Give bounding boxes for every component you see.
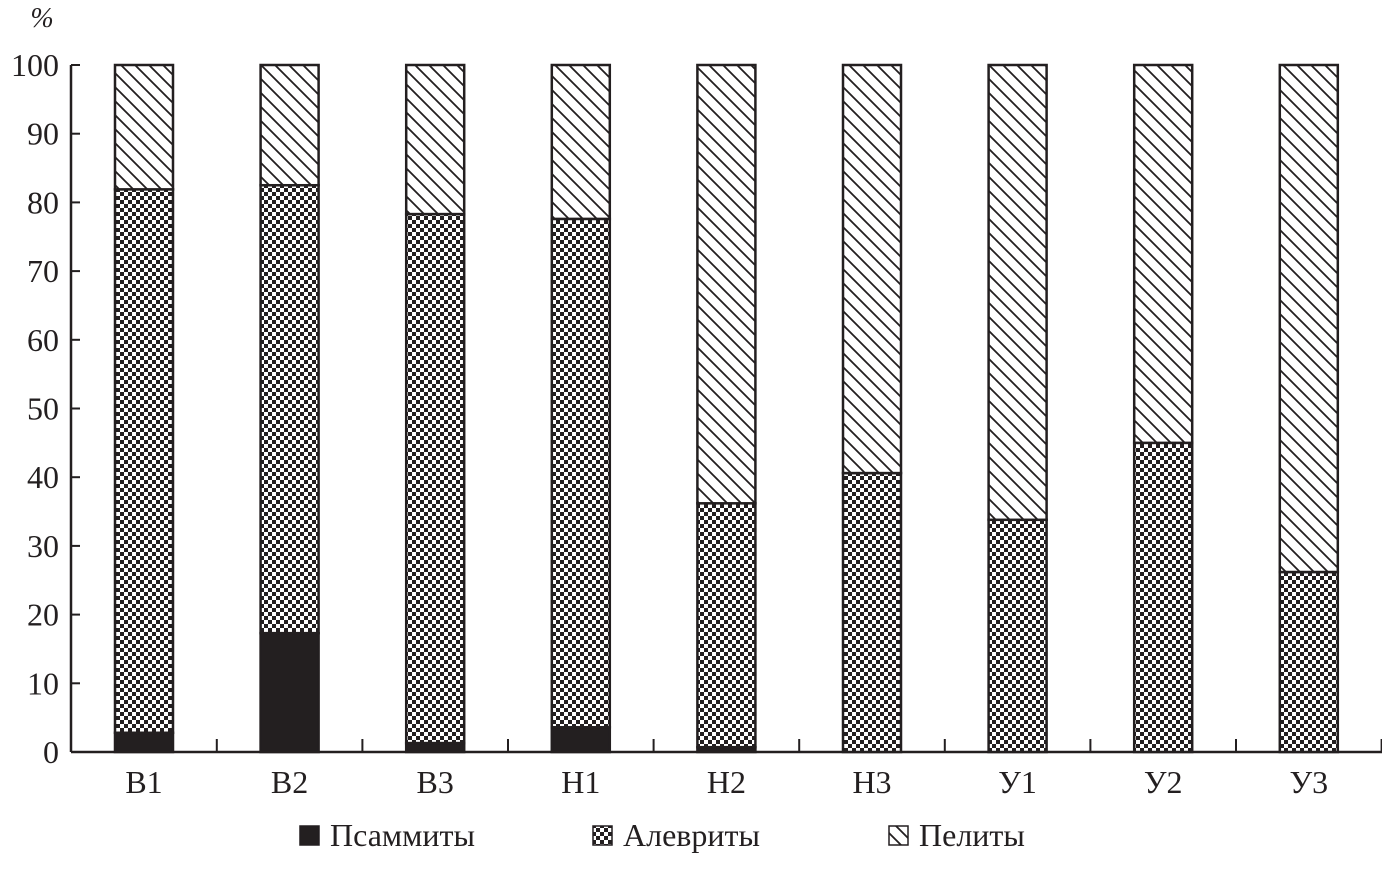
x-tick-label: У2 [1144, 764, 1183, 800]
legend-swatch-solid [299, 825, 320, 846]
y-tick-label: 100 [11, 47, 59, 83]
bar-segment-H2-Пелиты [696, 63, 757, 505]
bar-segment-B2-Алевриты [259, 183, 320, 635]
x-tick-label: У1 [998, 764, 1037, 800]
y-tick-label: 80 [27, 184, 59, 220]
bar-segment-H1-Алевриты [550, 217, 612, 729]
bar-segment-У3-Алевриты [1278, 570, 1340, 754]
bar-segment-H2-Алевриты [696, 502, 757, 749]
bar-segment-B3-Псаммиты [404, 741, 466, 754]
bar-segment-B2-Псаммиты [259, 631, 320, 754]
bar-segment-B3-Алевриты [404, 212, 466, 745]
x-tick-label: H1 [561, 764, 600, 800]
bar-segment-У1-Пелиты [987, 63, 1048, 522]
bar-segment-H1-Псаммиты [550, 726, 612, 754]
legend-label: Пелиты [919, 817, 1025, 853]
bar-segment-У2-Алевриты [1132, 441, 1194, 754]
x-tick-label: H2 [707, 764, 746, 800]
bar-segment-H3-Пелиты [841, 63, 903, 475]
bar-segment-B1-Пелиты [113, 63, 175, 191]
x-tick-label: У3 [1289, 764, 1328, 800]
legend-label: Псаммиты [330, 817, 475, 853]
bar-segment-У1-Алевриты [987, 518, 1048, 754]
y-tick-label: 20 [27, 597, 59, 633]
bar-segment-H3-Алевриты [841, 471, 903, 754]
bar-segment-B1-Алевриты [113, 188, 175, 735]
y-tick-label: 10 [27, 665, 59, 701]
y-axis-label: % [30, 3, 53, 34]
x-tick-label: B3 [417, 764, 454, 800]
y-tick-label: 40 [27, 459, 59, 495]
bar-segment-H1-Пелиты [550, 63, 612, 221]
bar-segment-У3-Пелиты [1278, 63, 1340, 574]
bar-segment-B1-Псаммиты [113, 731, 175, 754]
legend-swatch-diagonal-hatch [888, 825, 909, 846]
y-tick-label: 60 [27, 322, 59, 358]
y-tick-label: 30 [27, 528, 59, 564]
bar-segment-B2-Пелиты [259, 63, 320, 187]
y-tick-label: 90 [27, 116, 59, 152]
y-tick-label: 0 [43, 734, 59, 770]
x-tick-label: H3 [852, 764, 891, 800]
legend-label: Алевриты [623, 817, 760, 853]
bar-segment-У2-Пелиты [1132, 63, 1194, 445]
y-tick-label: 70 [27, 253, 59, 289]
x-tick-label: B2 [271, 764, 308, 800]
x-tick-label: B1 [125, 764, 162, 800]
bar-segment-B3-Пелиты [404, 63, 466, 216]
legend-swatch-checkerboard [592, 825, 613, 846]
y-tick-label: 50 [27, 391, 59, 427]
